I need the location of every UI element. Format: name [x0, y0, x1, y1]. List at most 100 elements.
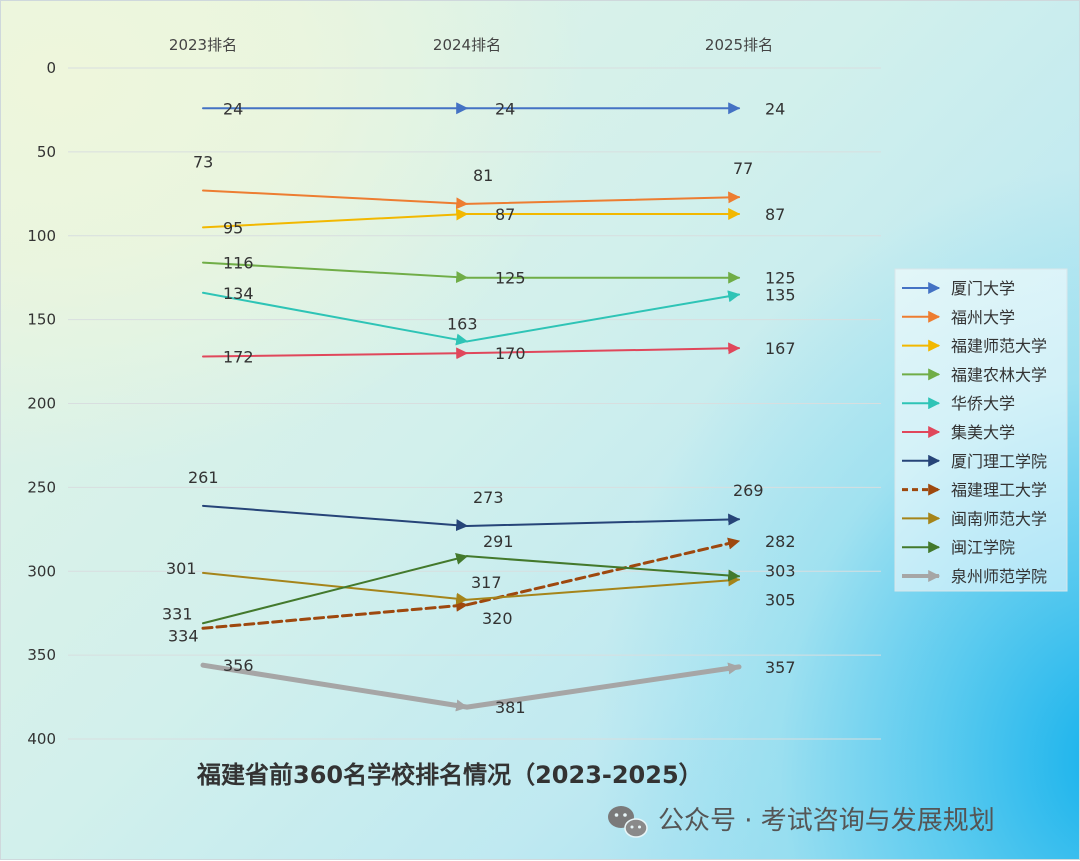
y-tick-label: 300 [27, 562, 56, 580]
data-label: 356 [223, 656, 254, 675]
series-segment [202, 571, 469, 605]
data-label: 81 [473, 166, 493, 185]
data-label: 303 [765, 561, 796, 580]
legend-label: 福建师范大学 [951, 337, 1047, 356]
category-label: 2024排名 [433, 36, 501, 54]
value-labels: 24 24 24 73 81 77 95 87 87 116 125 125 134 163 135 172 1… [162, 99, 796, 717]
gridlines [68, 67, 881, 740]
series-segment [202, 291, 469, 346]
legend-item: 闽江学院 [902, 538, 1015, 557]
series-segment [466, 191, 741, 205]
data-label: 125 [495, 269, 526, 288]
series-6 [202, 342, 741, 360]
data-label: 167 [765, 339, 796, 358]
y-axis: 0 50 100 150 200 250 300 350 400 [27, 59, 56, 748]
legend-item: 闽南师范大学 [902, 509, 1047, 528]
series-11 [200, 662, 742, 712]
data-label: 163 [447, 314, 478, 333]
y-tick-label: 400 [27, 730, 56, 748]
legend-item: 福建理工大学 [902, 481, 1047, 500]
legend-item: 华侨大学 [902, 394, 1015, 413]
series-segment [466, 574, 741, 601]
series-segment [202, 208, 469, 229]
legend-label: 集美大学 [951, 423, 1015, 442]
data-label: 87 [765, 205, 785, 224]
data-label: 24 [495, 99, 515, 118]
legend-item: 厦门理工学院 [902, 452, 1047, 471]
series-segment [202, 552, 469, 625]
y-tick-label: 50 [37, 143, 56, 161]
data-label: 170 [495, 344, 526, 363]
data-label: 269 [733, 481, 764, 500]
data-label: 87 [495, 205, 515, 224]
legend-item: 集美大学 [902, 423, 1015, 442]
data-label: 77 [733, 159, 753, 178]
legend-label: 厦门理工学院 [951, 452, 1047, 471]
y-tick-label: 350 [27, 646, 56, 664]
data-label: 381 [495, 698, 526, 717]
data-label: 273 [473, 488, 504, 507]
series-7 [202, 504, 741, 532]
series-segment [202, 347, 469, 360]
data-label: 320 [482, 609, 513, 628]
data-label: 134 [223, 284, 254, 303]
series-segment [201, 599, 469, 630]
legend-label: 华侨大学 [951, 394, 1015, 413]
series-segment [202, 189, 469, 210]
data-label: 331 [162, 604, 193, 623]
legend-box [894, 268, 1068, 592]
series-segment [465, 537, 741, 607]
series-4 [202, 261, 741, 284]
data-label: 357 [765, 658, 796, 677]
series-segment [466, 342, 741, 355]
data-label: 24 [223, 99, 243, 118]
series-segment [202, 504, 469, 532]
legend-label: 福建理工大学 [951, 481, 1047, 500]
data-label: 317 [471, 573, 502, 592]
data-label: 334 [168, 626, 199, 645]
legend-label: 泉州师范学院 [951, 567, 1047, 586]
legend-item: 泉州师范学院 [902, 567, 1047, 586]
legend-item: 福建农林大学 [902, 365, 1047, 384]
data-label: 125 [765, 269, 796, 288]
chart-title: 福建省前360名学校排名情况（2023-2025） [196, 761, 703, 789]
legend-label: 闽南师范大学 [951, 509, 1047, 528]
data-label: 301 [166, 559, 197, 578]
data-label: 172 [223, 348, 254, 367]
legend-item: 福州大学 [902, 308, 1015, 327]
series-segment [466, 555, 741, 582]
data-label: 116 [223, 254, 254, 273]
data-label: 282 [765, 532, 796, 551]
series-segment [466, 513, 741, 527]
legend-item: 福建师范大学 [902, 337, 1047, 356]
legend-label: 福州大学 [951, 308, 1015, 327]
y-tick-label: 150 [27, 311, 56, 329]
legend-item: 厦门大学 [902, 279, 1015, 298]
legend-label: 闽江学院 [951, 538, 1015, 557]
series-lines [200, 102, 742, 712]
y-tick-label: 100 [27, 227, 56, 245]
series-5 [202, 290, 741, 346]
series-segment [466, 290, 741, 343]
watermark: 公众号 · 考试咨询与发展规划 [608, 806, 995, 838]
data-label: 135 [765, 285, 796, 304]
data-label: 305 [765, 591, 796, 610]
series-3 [202, 207, 741, 229]
series-10 [202, 552, 741, 625]
data-label: 24 [765, 99, 785, 118]
y-tick-label: 250 [27, 478, 56, 496]
series-8 [201, 537, 741, 630]
series-segment [202, 261, 469, 284]
data-label: 261 [188, 468, 219, 487]
data-label: 95 [223, 218, 243, 237]
data-label: 73 [193, 152, 213, 171]
category-label: 2023排名 [169, 36, 237, 54]
legend: 厦门大学福州大学福建师范大学福建农林大学华侨大学集美大学厦门理工学院福建理工大学… [894, 268, 1068, 592]
series-segment [200, 662, 470, 712]
y-tick-label: 0 [46, 59, 56, 77]
data-label: 291 [483, 532, 514, 551]
wechat-icon [608, 806, 648, 838]
series-segment [464, 662, 742, 710]
